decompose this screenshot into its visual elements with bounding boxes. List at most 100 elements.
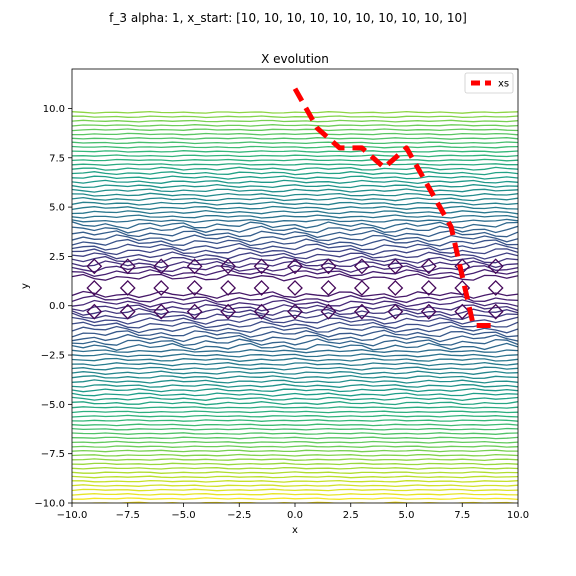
contour-line [72, 432, 518, 435]
contour-line [72, 166, 518, 171]
contour-diamond [86, 303, 103, 320]
x-tick-label: −7.5 [116, 510, 140, 521]
contour-line [72, 201, 518, 206]
contour-line [72, 290, 518, 299]
contour-line [72, 410, 518, 414]
contour-line [72, 247, 518, 256]
contour-diamond [320, 303, 337, 320]
contour-line [72, 150, 518, 153]
contour-diamond [353, 303, 370, 320]
contour-line [72, 214, 518, 219]
contour-line [72, 128, 518, 132]
contour-line [72, 316, 518, 325]
contour-line [72, 488, 518, 492]
y-tick-label: 7.5 [49, 153, 65, 164]
contour-diamond [387, 303, 404, 320]
contour-diamond [220, 303, 237, 320]
contour-line [72, 392, 518, 397]
contour-line [72, 303, 518, 312]
contour-line [72, 221, 518, 230]
legend-label-xs: xs [498, 79, 509, 90]
contour-line [72, 145, 518, 149]
contour-line [72, 264, 518, 273]
contour-diamond [253, 258, 270, 275]
y-tick-label: 10.0 [43, 104, 65, 115]
contour-diamond [487, 303, 504, 320]
contour-line [72, 374, 518, 380]
y-tick-label: −5.0 [41, 400, 65, 411]
contour-diamond [86, 258, 103, 275]
contour-diamond [253, 280, 270, 296]
contour-line [72, 406, 518, 409]
contour-line [72, 137, 518, 140]
contour-diamond [387, 280, 404, 296]
contour-diamond [86, 280, 103, 296]
contour-diamond [253, 303, 270, 320]
contour-line [72, 110, 518, 114]
x-tick-label: 7.5 [454, 510, 470, 521]
y-axis-ticks: −10.0 −7.5 −5.0 −2.5 0.0 2.5 5.0 7.5 10.0 [34, 104, 72, 510]
y-tick-label: 0.0 [49, 301, 65, 312]
x-tick-label: 0.0 [287, 510, 303, 521]
contour-line [72, 342, 518, 351]
contour-diamond [454, 303, 471, 320]
contour-line [72, 251, 518, 260]
contour-line [72, 196, 518, 202]
contour-line [72, 188, 518, 193]
contour-line [72, 471, 518, 474]
y-tick-label: −7.5 [41, 449, 65, 460]
contour-diamond [119, 303, 136, 320]
contour-diamond [220, 258, 237, 275]
contour-line [72, 366, 518, 371]
contour-line [72, 436, 518, 440]
contour-line [72, 234, 518, 243]
y-tick-label: 5.0 [49, 203, 65, 214]
legend: xs [464, 72, 514, 94]
contour-diamond [420, 258, 437, 275]
contour-line [72, 440, 518, 444]
contour-line [72, 183, 518, 189]
contour-diamond [153, 280, 170, 296]
contour-line [72, 449, 518, 453]
x-axis-ticks: −10.0 −7.5 −5.0 −2.5 0.0 2.5 5.0 7.5 10.0 [57, 503, 529, 521]
y-tick-label: 2.5 [49, 252, 65, 263]
contour-line [72, 414, 518, 418]
contour-diamond [320, 258, 337, 275]
contour-line [72, 479, 518, 483]
contour-diamond [420, 303, 437, 320]
contour-line [72, 333, 518, 343]
contour-line [72, 320, 518, 330]
contour-diamond [353, 280, 370, 296]
contour-line [72, 218, 518, 224]
contour-diamond [119, 258, 136, 275]
contour-line [72, 295, 518, 304]
contour-line [72, 338, 518, 347]
contour-line [72, 225, 518, 234]
contour-line [72, 387, 518, 393]
x-tick-label: 2.5 [343, 510, 359, 521]
contour-line [72, 353, 518, 358]
contour-diamond [287, 280, 303, 296]
contour-line [72, 273, 518, 282]
contour-diamond [186, 280, 203, 296]
contour-diamond [287, 258, 303, 275]
contour-line [72, 357, 518, 362]
contour-line [72, 349, 518, 354]
contour-line [72, 458, 518, 462]
contour-diamond [220, 280, 237, 296]
x-tick-label: −5.0 [171, 510, 195, 521]
contour-line [72, 192, 518, 198]
x-axis-label: x [292, 525, 298, 536]
contour-line [72, 419, 518, 422]
x-tick-label: 5.0 [399, 510, 415, 521]
figure-suptitle: f_3 alpha: 1, x_start: [10, 10, 10, 10, … [109, 11, 467, 25]
contour-line [72, 325, 518, 334]
contour-line [72, 179, 518, 185]
contour-line [72, 312, 518, 321]
contour-line [72, 484, 518, 488]
contour-line [72, 379, 518, 384]
contour-plot [72, 110, 518, 503]
contour-line [72, 396, 518, 402]
contour-diamond [186, 303, 203, 320]
